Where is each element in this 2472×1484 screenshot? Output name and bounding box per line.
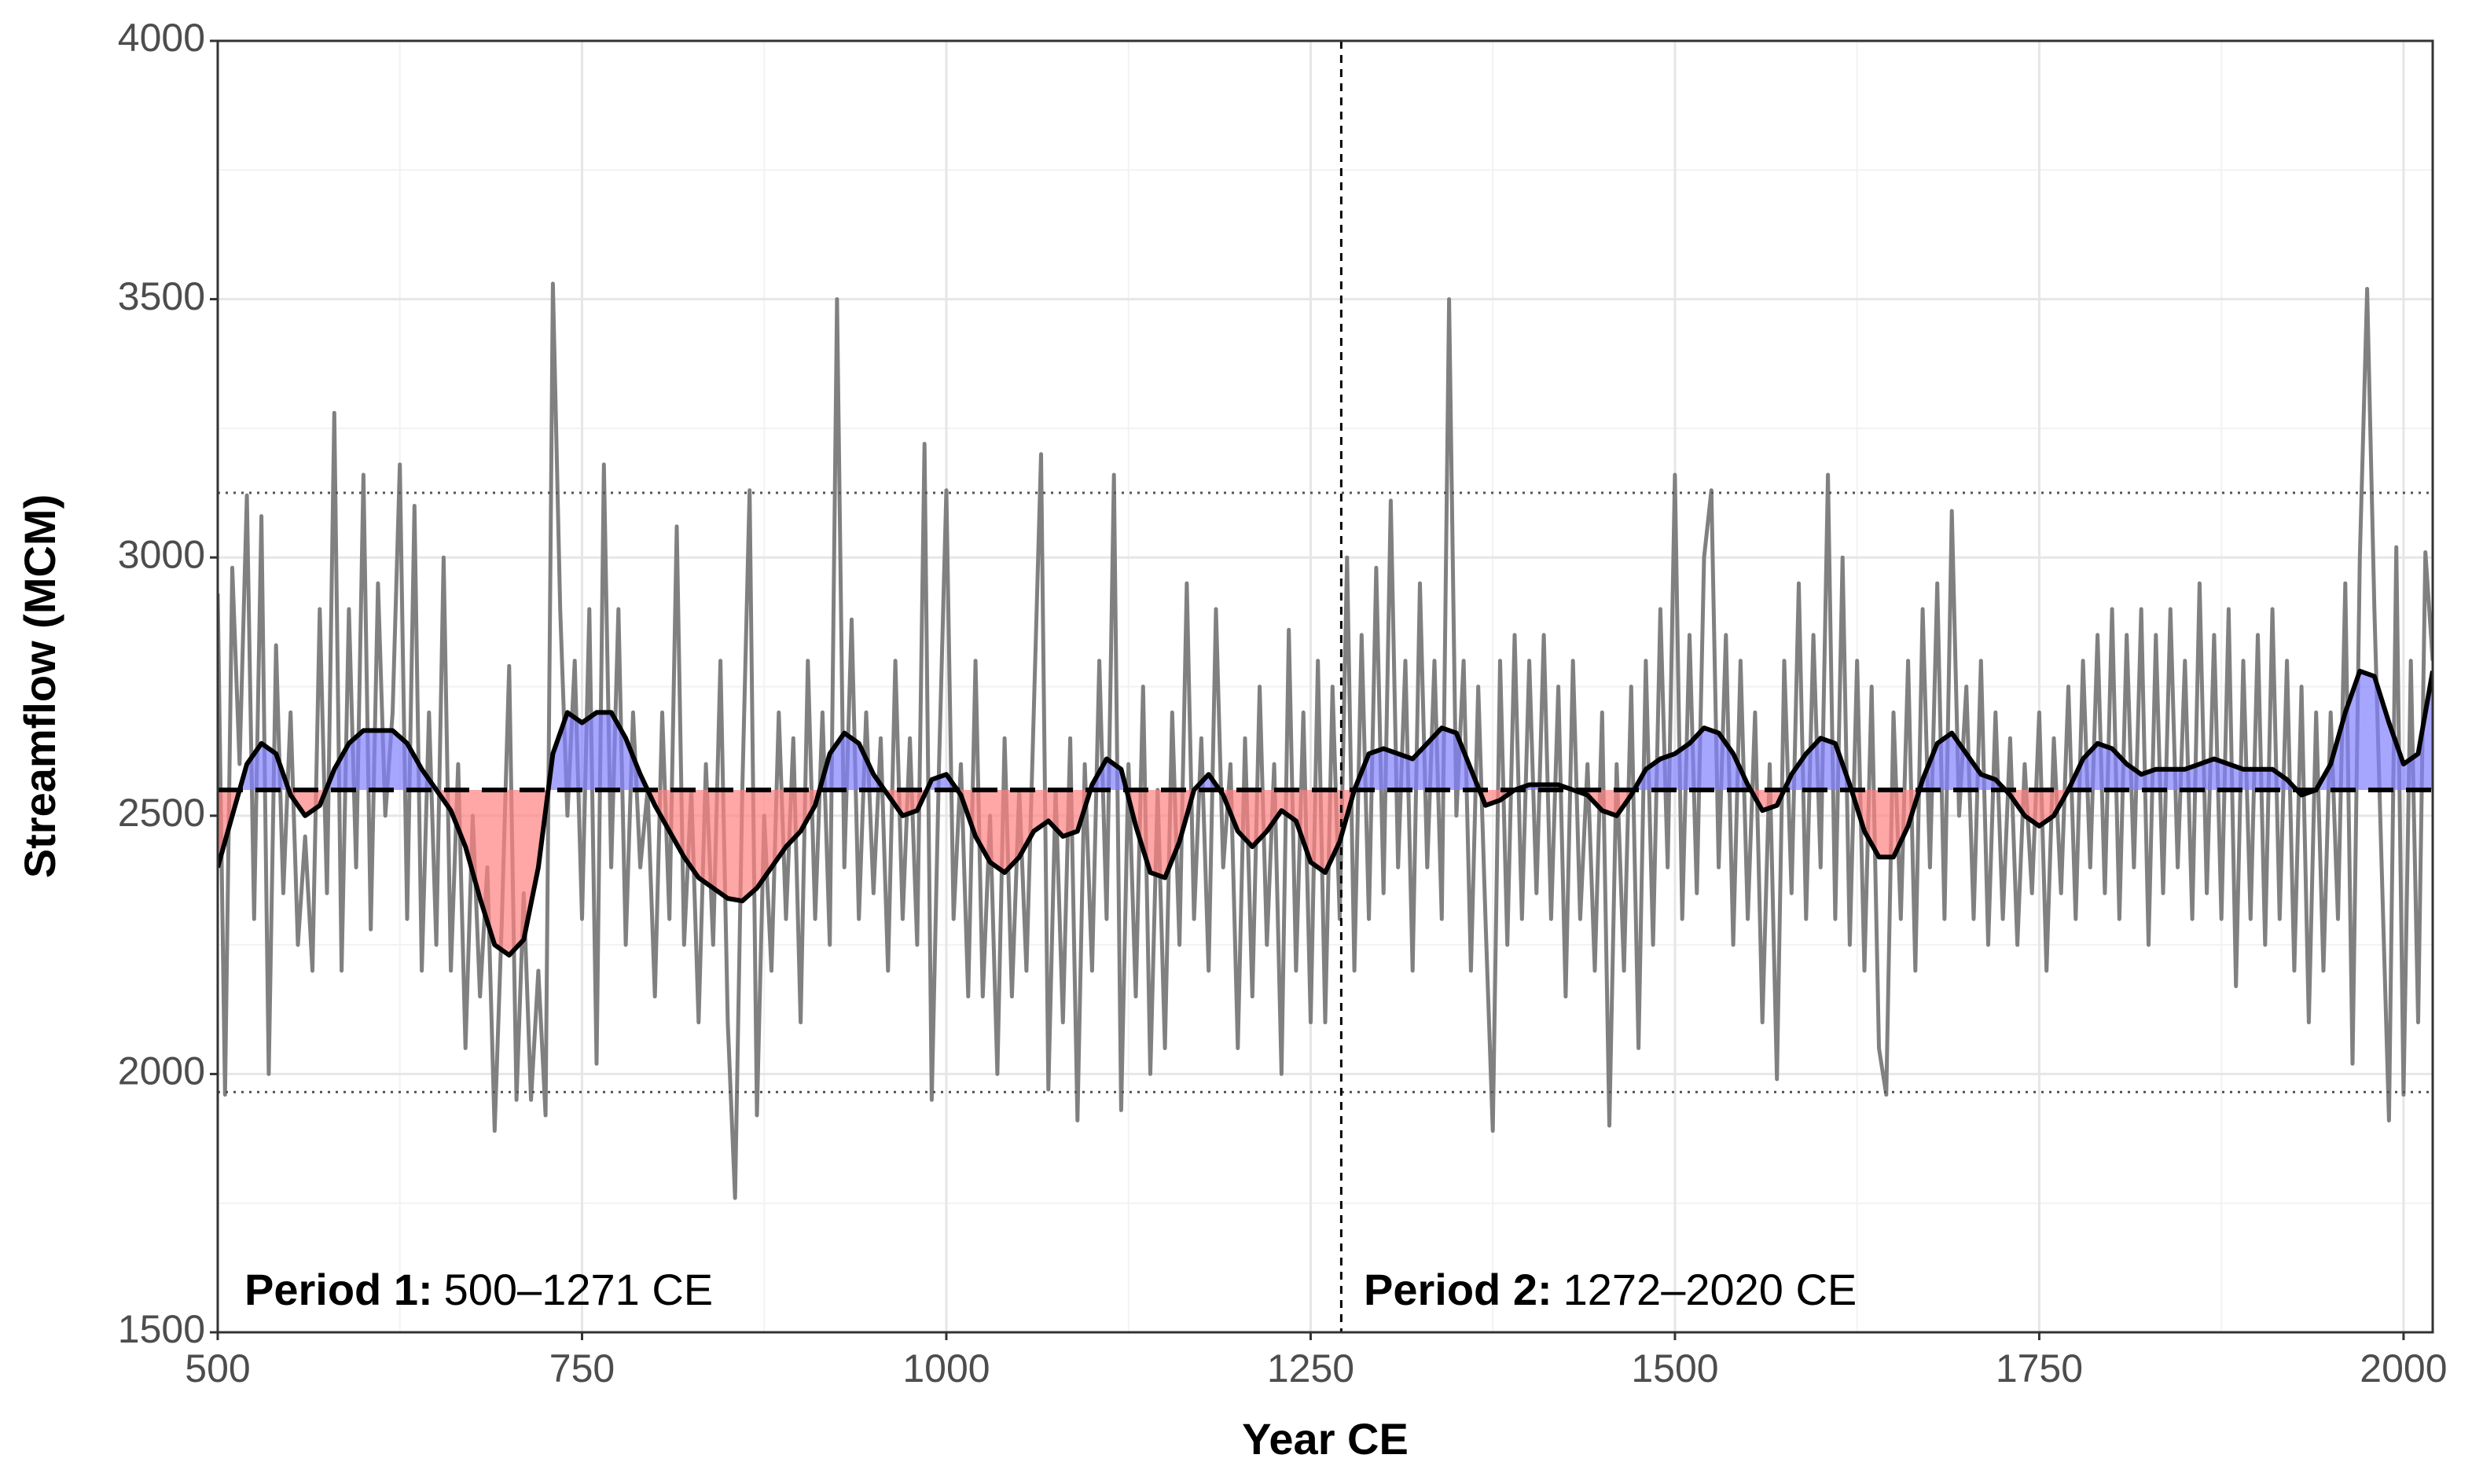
y-tick-label: 2000 (118, 1049, 205, 1093)
fill-below (218, 789, 2316, 956)
y-tick-label: 2500 (118, 791, 205, 835)
period-label: Period 2: (1364, 1265, 1552, 1314)
x-tick-label: 2000 (2360, 1346, 2447, 1390)
x-tick-label: 500 (185, 1346, 250, 1390)
period-range: 500–1271 CE (444, 1265, 714, 1314)
y-tick-label: 3500 (118, 274, 205, 318)
period-label: Period 1: (244, 1265, 433, 1314)
x-tick-label: 1500 (1631, 1346, 1718, 1390)
period-annotation: Period 2: 1272–2020 CE (1364, 1265, 1857, 1314)
period-annotation: Period 1: 500–1271 CE (244, 1265, 713, 1314)
y-tick-label: 1500 (118, 1307, 205, 1351)
y-tick-label: 4000 (118, 16, 205, 60)
panel-border (216, 39, 2434, 1334)
y-tick-label: 3000 (118, 532, 205, 576)
x-tick-label: 750 (549, 1346, 615, 1390)
x-tick-label: 1000 (902, 1346, 990, 1390)
period-range: 1272–2020 CE (1563, 1265, 1857, 1314)
fill-above (218, 670, 2433, 790)
x-tick-label: 1250 (1267, 1346, 1354, 1390)
x-axis-title: Year CE (1242, 1414, 1409, 1464)
annual-line (218, 281, 2433, 1200)
plot-area (218, 41, 2433, 1332)
x-tick-label: 1750 (1996, 1346, 2083, 1390)
y-axis-title: Streamflow (MCM) (15, 494, 64, 878)
smoothed-line (218, 668, 2433, 958)
